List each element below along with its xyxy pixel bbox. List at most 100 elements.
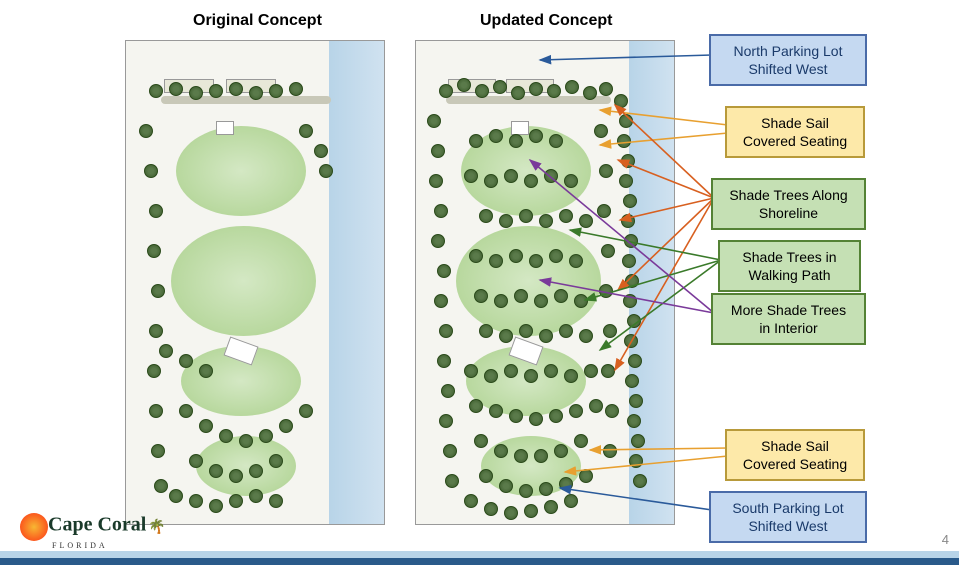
tree-icon bbox=[484, 174, 498, 188]
callout-line: Walking Path bbox=[730, 266, 849, 284]
tree-icon bbox=[147, 244, 161, 258]
tree-icon bbox=[499, 214, 513, 228]
tree-icon bbox=[314, 144, 328, 158]
tree-icon bbox=[524, 504, 538, 518]
tree-icon bbox=[431, 234, 445, 248]
tree-icon bbox=[539, 329, 553, 343]
tree-icon bbox=[319, 164, 333, 178]
callout-shade-sail-1: Shade SailCovered Seating bbox=[725, 106, 865, 158]
tree-icon bbox=[464, 169, 478, 183]
footer-stripe bbox=[0, 551, 959, 565]
tree-icon bbox=[149, 404, 163, 418]
tree-icon bbox=[544, 500, 558, 514]
tree-icon bbox=[189, 86, 203, 100]
tree-icon bbox=[621, 154, 635, 168]
tree-icon bbox=[229, 469, 243, 483]
tree-icon bbox=[601, 364, 615, 378]
callout-line: Shade Sail bbox=[737, 114, 853, 132]
map-original bbox=[125, 40, 385, 525]
tree-icon bbox=[534, 294, 548, 308]
tree-icon bbox=[441, 384, 455, 398]
slide-container: Original Concept Updated Concept bbox=[0, 0, 959, 565]
tree-icon bbox=[484, 502, 498, 516]
callout-line: Covered Seating bbox=[737, 455, 853, 473]
tree-icon bbox=[504, 506, 518, 520]
tree-icon bbox=[623, 294, 637, 308]
tree-icon bbox=[149, 84, 163, 98]
tree-icon bbox=[529, 412, 543, 426]
tree-icon bbox=[169, 489, 183, 503]
tree-icon bbox=[149, 204, 163, 218]
tree-icon bbox=[511, 86, 525, 100]
logo-text: Cape Coral bbox=[48, 514, 146, 536]
tree-icon bbox=[603, 444, 617, 458]
tree-icon bbox=[569, 404, 583, 418]
tree-icon bbox=[509, 409, 523, 423]
tree-icon bbox=[299, 404, 313, 418]
tree-icon bbox=[437, 354, 451, 368]
tree-icon bbox=[539, 482, 553, 496]
callout-line: Covered Seating bbox=[737, 132, 853, 150]
tree-icon bbox=[159, 344, 173, 358]
callout-south-parking: South Parking LotShifted West bbox=[709, 491, 867, 543]
tree-icon bbox=[474, 289, 488, 303]
tree-icon bbox=[633, 474, 647, 488]
tree-icon bbox=[493, 80, 507, 94]
tree-icon bbox=[564, 174, 578, 188]
tree-icon bbox=[529, 254, 543, 268]
tree-icon bbox=[219, 429, 233, 443]
tree-icon bbox=[569, 254, 583, 268]
tree-icon bbox=[229, 82, 243, 96]
tree-icon bbox=[549, 249, 563, 263]
logo: Cape Coral 🌴 FLORIDA bbox=[20, 513, 166, 550]
tree-icon bbox=[439, 84, 453, 98]
tree-icon bbox=[617, 134, 631, 148]
tree-icon bbox=[249, 464, 263, 478]
tree-icon bbox=[524, 369, 538, 383]
callout-line: More Shade Trees bbox=[723, 301, 854, 319]
tree-icon bbox=[439, 324, 453, 338]
tree-icon bbox=[519, 324, 533, 338]
tree-icon bbox=[519, 484, 533, 498]
tree-icon bbox=[559, 477, 573, 491]
tree-icon bbox=[439, 414, 453, 428]
tree-icon bbox=[504, 364, 518, 378]
tree-icon bbox=[169, 82, 183, 96]
tree-icon bbox=[209, 84, 223, 98]
map-updated bbox=[415, 40, 675, 525]
tree-icon bbox=[474, 434, 488, 448]
tree-icon bbox=[594, 124, 608, 138]
tree-icon bbox=[554, 444, 568, 458]
tree-icon bbox=[443, 444, 457, 458]
tree-icon bbox=[499, 329, 513, 343]
tree-icon bbox=[489, 254, 503, 268]
tree-icon bbox=[229, 494, 243, 508]
tree-icon bbox=[629, 394, 643, 408]
tree-icon bbox=[469, 249, 483, 263]
callout-north-parking: North Parking LotShifted West bbox=[709, 34, 867, 86]
tree-icon bbox=[249, 86, 263, 100]
tree-icon bbox=[579, 329, 593, 343]
callout-line: Shade Trees Along bbox=[723, 186, 854, 204]
tree-icon bbox=[289, 82, 303, 96]
tree-icon bbox=[599, 284, 613, 298]
tree-icon bbox=[603, 324, 617, 338]
tree-icon bbox=[489, 129, 503, 143]
tree-icon bbox=[631, 434, 645, 448]
tree-icon bbox=[469, 399, 483, 413]
tree-icon bbox=[489, 404, 503, 418]
logo-subtitle: FLORIDA bbox=[52, 541, 166, 550]
tree-icon bbox=[269, 84, 283, 98]
callout-trees-path: Shade Trees inWalking Path bbox=[718, 240, 861, 292]
tree-icon bbox=[209, 499, 223, 513]
tree-icon bbox=[427, 114, 441, 128]
tree-icon bbox=[239, 434, 253, 448]
tree-icon bbox=[628, 354, 642, 368]
tree-icon bbox=[494, 294, 508, 308]
callout-trees-interior: More Shade Treesin Interior bbox=[711, 293, 866, 345]
tree-icon bbox=[514, 449, 528, 463]
tree-icon bbox=[597, 204, 611, 218]
sun-icon bbox=[20, 513, 48, 541]
palm-icon: 🌴 bbox=[148, 520, 165, 535]
tree-icon bbox=[514, 289, 528, 303]
